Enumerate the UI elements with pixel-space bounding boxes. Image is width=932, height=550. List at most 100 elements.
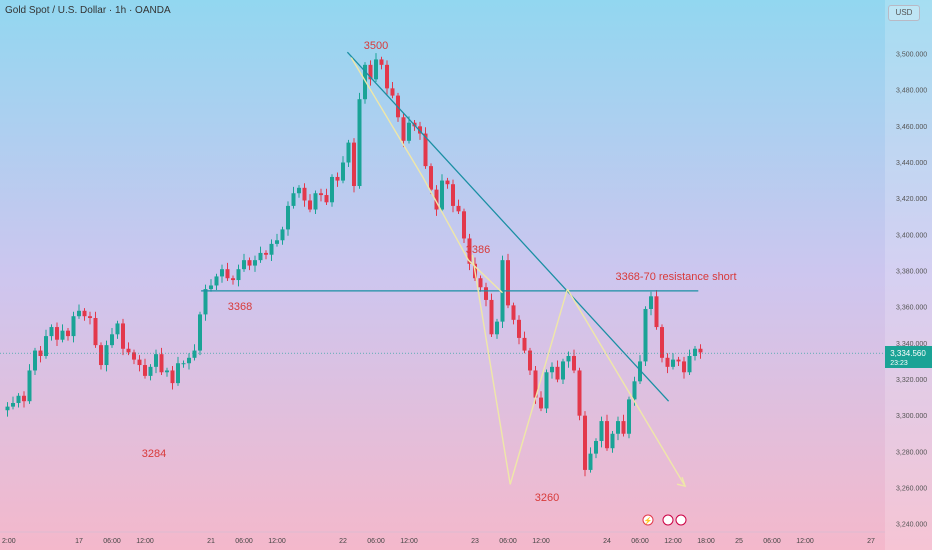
candle-body	[423, 133, 428, 167]
candle-body	[159, 354, 164, 373]
candle-body	[599, 421, 604, 441]
candle-body	[66, 330, 70, 337]
candle-body	[110, 334, 114, 346]
candle-body	[154, 354, 158, 367]
candle-body	[192, 350, 197, 358]
x-tick-label: 27	[867, 538, 875, 545]
candle-body	[104, 345, 109, 366]
candle-body	[27, 370, 32, 402]
candle-body	[352, 142, 356, 187]
x-tick-label: 12:00	[532, 538, 550, 545]
y-tick-label: 3,280.000	[896, 449, 927, 456]
candle-body	[594, 440, 598, 454]
currency-button[interactable]: USD	[888, 5, 920, 21]
candle-body	[418, 126, 422, 134]
label-resistance-short: 3368-70 resistance short	[615, 271, 736, 283]
x-tick-label: 06:00	[631, 538, 649, 545]
projection-path[interactable]	[350, 57, 503, 294]
candle-body	[198, 314, 202, 351]
candle-body	[308, 200, 312, 210]
candle-body	[676, 359, 681, 362]
candle-body	[638, 361, 642, 382]
candle-body	[544, 372, 549, 409]
candle-body	[330, 176, 334, 203]
candle-body	[357, 99, 362, 187]
candle-body	[363, 64, 367, 100]
candle-body	[115, 323, 120, 335]
candle-body	[203, 289, 208, 315]
candle-body	[220, 269, 224, 277]
candle-body	[82, 310, 87, 317]
symbol-title[interactable]: Gold Spot / U.S. Dollar · 1h · OANDA	[5, 5, 171, 16]
lightning-event-icon[interactable]	[642, 514, 654, 526]
price-axis-panel	[885, 0, 932, 550]
candle-body	[88, 316, 92, 319]
projection-path[interactable]	[509, 288, 569, 485]
candle-body	[187, 357, 191, 364]
us-flag-event-icon-2[interactable]	[675, 514, 687, 526]
candle-body	[302, 187, 307, 201]
candle-body	[121, 323, 125, 349]
candle-body	[341, 162, 345, 181]
candle-body	[335, 176, 340, 181]
candle-body	[588, 453, 593, 470]
candle-body	[286, 205, 290, 230]
y-tick-label: 3,260.000	[896, 486, 927, 493]
candle-body	[621, 421, 626, 434]
candle-body	[60, 330, 65, 340]
projection-path[interactable]	[471, 254, 511, 485]
candle-body	[693, 348, 697, 356]
candle-body	[665, 357, 670, 367]
candle-body	[616, 421, 620, 434]
candle-body	[247, 260, 252, 266]
candle-body	[165, 370, 169, 373]
candle-body	[682, 361, 686, 373]
candle-body	[627, 399, 631, 434]
candle-body	[643, 308, 648, 362]
price-tag-box	[885, 346, 932, 368]
candle-body	[297, 187, 301, 194]
candle-body	[11, 403, 15, 407]
candle-body	[291, 193, 296, 206]
candle-body	[176, 363, 180, 384]
x-tick-label: 06:00	[499, 538, 517, 545]
y-tick-label: 3,340.000	[896, 341, 927, 348]
candle-body	[478, 278, 483, 288]
candle-body	[22, 395, 26, 402]
x-tick-label: 17	[75, 538, 83, 545]
projection-path[interactable]	[566, 288, 686, 487]
y-tick-label: 3,240.000	[896, 522, 927, 529]
candle-body	[264, 252, 268, 255]
candle-body	[698, 348, 703, 353]
candle-body	[489, 299, 494, 335]
descending-trendline[interactable]	[346, 51, 670, 402]
label-3368: 3368	[228, 301, 252, 313]
candle-body	[550, 366, 554, 373]
y-axis: 3,240.000 3,260.000 3,280.000 3,300.000 3,32…	[896, 52, 927, 529]
candle-body	[93, 318, 98, 346]
candle-body	[225, 269, 230, 279]
price-tag-value: 3,334.560	[890, 349, 926, 358]
us-flag-event-icon[interactable]	[662, 514, 674, 526]
candle-body	[143, 365, 147, 376]
candle-body	[55, 327, 59, 340]
x-tick-label: 25	[735, 538, 743, 545]
candle-body	[671, 359, 675, 367]
candle-body	[401, 117, 406, 141]
label-3386: 3386	[466, 244, 490, 256]
candle-body	[368, 64, 373, 80]
y-tick-label: 3,480.000	[896, 88, 927, 95]
candle-body	[258, 252, 263, 261]
candle-body	[5, 406, 10, 411]
candle-body	[214, 276, 219, 286]
candle-body	[170, 370, 175, 384]
event-icons[interactable]: ⚡	[642, 514, 687, 526]
candle-body	[38, 350, 43, 356]
candle-body	[346, 142, 351, 163]
candle-body	[407, 122, 411, 141]
x-tick-label: 06:00	[103, 538, 121, 545]
candle-body	[275, 240, 279, 244]
candle-body	[660, 327, 664, 358]
